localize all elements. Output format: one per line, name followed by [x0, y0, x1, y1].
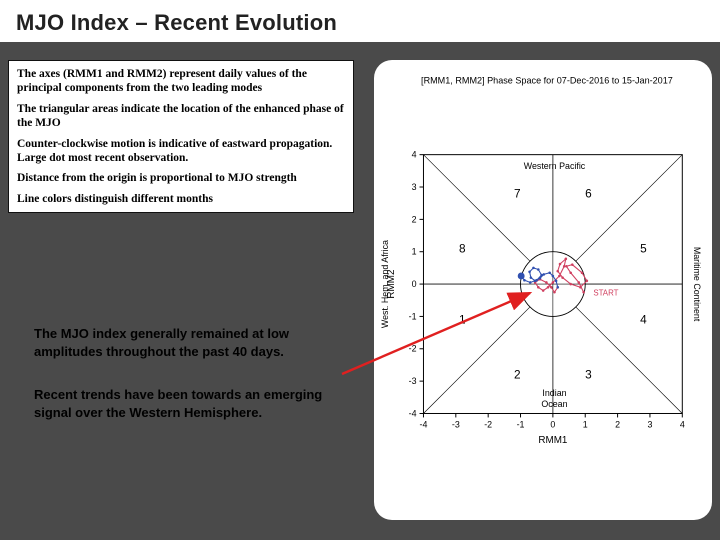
- svg-text:West. Hem. and Africa: West. Hem. and Africa: [380, 240, 390, 328]
- svg-text:-2: -2: [409, 344, 417, 354]
- summary-p2: Recent trends have been towards an emerg…: [34, 386, 334, 421]
- svg-text:0: 0: [412, 279, 417, 289]
- svg-text:3: 3: [647, 419, 652, 429]
- title-bar: MJO Index – Recent Evolution: [0, 0, 720, 44]
- svg-text:[RMM1, RMM2] Phase Space for 0: [RMM1, RMM2] Phase Space for 07-Dec-2016…: [421, 76, 673, 86]
- svg-text:Indian: Indian: [542, 388, 566, 398]
- svg-text:3: 3: [412, 182, 417, 192]
- svg-text:1: 1: [412, 247, 417, 257]
- svg-text:-1: -1: [517, 419, 525, 429]
- svg-text:3: 3: [585, 368, 592, 382]
- svg-text:Ocean: Ocean: [541, 399, 567, 409]
- svg-text:2: 2: [412, 214, 417, 224]
- svg-text:4: 4: [412, 150, 417, 160]
- svg-text:2: 2: [514, 368, 521, 382]
- svg-text:-4: -4: [420, 419, 428, 429]
- svg-text:-1: -1: [409, 311, 417, 321]
- svg-text:Western Pacific: Western Pacific: [524, 161, 586, 171]
- phase-chart-svg: [RMM1, RMM2] Phase Space for 07-Dec-2016…: [380, 68, 706, 512]
- svg-text:5: 5: [640, 241, 647, 255]
- svg-text:-3: -3: [409, 376, 417, 386]
- summary-text: The MJO index generally remained at low …: [34, 325, 334, 447]
- page-title: MJO Index – Recent Evolution: [16, 10, 704, 36]
- svg-text:4: 4: [640, 313, 647, 327]
- svg-text:-2: -2: [484, 419, 492, 429]
- info-p1: The axes (RMM1 and RMM2) represent daily…: [17, 67, 345, 96]
- svg-text:8: 8: [459, 241, 466, 255]
- svg-text:4: 4: [680, 419, 685, 429]
- svg-text:2: 2: [615, 419, 620, 429]
- svg-text:START: START: [593, 288, 618, 297]
- svg-text:RMM1: RMM1: [538, 435, 567, 446]
- info-p4: Distance from the origin is proportional…: [17, 171, 345, 185]
- svg-text:0: 0: [550, 419, 555, 429]
- svg-text:1: 1: [459, 313, 466, 327]
- summary-p1: The MJO index generally remained at low …: [34, 325, 334, 360]
- info-p3: Counter-clockwise motion is indicative o…: [17, 137, 345, 166]
- phase-space-chart: [RMM1, RMM2] Phase Space for 07-Dec-2016…: [374, 60, 712, 520]
- svg-text:-4: -4: [409, 408, 417, 418]
- svg-text:7: 7: [514, 186, 521, 200]
- svg-text:6: 6: [585, 186, 592, 200]
- svg-text:Maritime Continent: Maritime Continent: [692, 247, 702, 322]
- svg-text:-3: -3: [452, 419, 460, 429]
- info-box: The axes (RMM1 and RMM2) represent daily…: [8, 60, 354, 213]
- info-p5: Line colors distinguish different months: [17, 192, 345, 206]
- info-p2: The triangular areas indicate the locati…: [17, 102, 345, 131]
- svg-text:1: 1: [583, 419, 588, 429]
